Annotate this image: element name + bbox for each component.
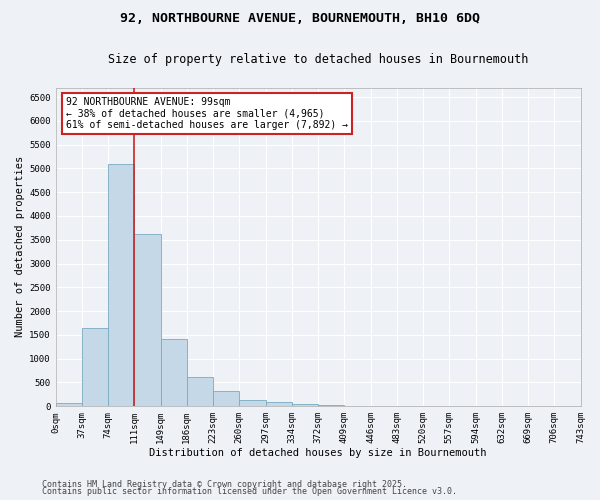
Bar	[82, 328, 108, 406]
Bar	[161, 338, 187, 406]
Bar	[213, 392, 239, 406]
Bar	[266, 402, 292, 406]
Bar	[292, 404, 318, 406]
Text: Contains HM Land Registry data © Crown copyright and database right 2025.: Contains HM Land Registry data © Crown c…	[42, 480, 407, 489]
Bar	[187, 376, 213, 406]
Bar	[56, 403, 82, 406]
Bar	[318, 405, 344, 406]
Y-axis label: Number of detached properties: Number of detached properties	[15, 156, 25, 338]
X-axis label: Distribution of detached houses by size in Bournemouth: Distribution of detached houses by size …	[149, 448, 487, 458]
Bar	[134, 234, 161, 406]
Bar	[108, 164, 134, 406]
Title: Size of property relative to detached houses in Bournemouth: Size of property relative to detached ho…	[108, 52, 528, 66]
Text: Contains public sector information licensed under the Open Government Licence v3: Contains public sector information licen…	[42, 487, 457, 496]
Text: 92, NORTHBOURNE AVENUE, BOURNEMOUTH, BH10 6DQ: 92, NORTHBOURNE AVENUE, BOURNEMOUTH, BH1…	[120, 12, 480, 26]
Bar	[239, 400, 266, 406]
Text: 92 NORTHBOURNE AVENUE: 99sqm
← 38% of detached houses are smaller (4,965)
61% of: 92 NORTHBOURNE AVENUE: 99sqm ← 38% of de…	[66, 97, 348, 130]
